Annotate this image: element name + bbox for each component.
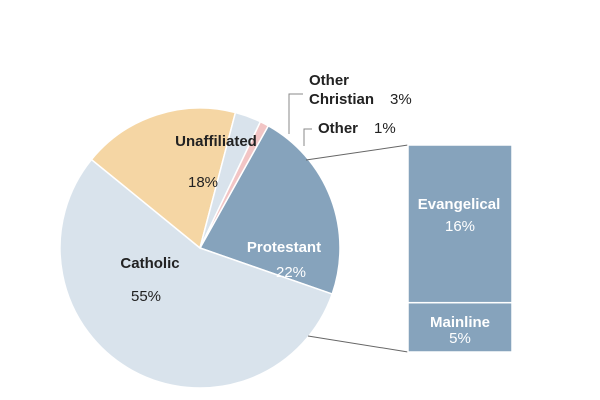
pie-slices [59, 107, 341, 389]
breakdown-connector-top [305, 144, 409, 161]
slice-value-catholic: 55% [131, 288, 161, 305]
pie-slice-catholic [59, 158, 334, 389]
breakdown-value-mainline: 5% [449, 330, 471, 347]
other-christian-leader-line [288, 93, 303, 134]
slice-label-protestant: Protestant [247, 239, 321, 256]
label-other-christian-line1: Other [309, 72, 349, 89]
breakdown-label-evangelical: Evangelical [418, 196, 501, 213]
breakdown-segment-mainline [407, 301, 513, 353]
slice-value-unaffiliated: 18% [188, 174, 218, 191]
pie-slice-other [199, 120, 270, 249]
slice-value-protestant: 22% [276, 264, 306, 281]
label-other-value: 1% [374, 120, 396, 137]
breakdown-label-mainline: Mainline [430, 314, 490, 331]
slice-label-unaffiliated: Unaffiliated [175, 133, 257, 150]
other-leader-line [303, 128, 312, 146]
pie-slice-protestant [198, 124, 341, 295]
breakdown-connector-bottom [307, 335, 409, 353]
label-other-christian-value: 3% [390, 91, 412, 108]
breakdown-bar [407, 144, 513, 353]
leader-lines [288, 93, 409, 353]
slice-label-catholic: Catholic [120, 255, 179, 272]
label-other-christian-line2: Christian [309, 91, 374, 108]
label-other: Other [318, 120, 358, 137]
breakdown-value-evangelical: 16% [445, 218, 475, 235]
pie-slice-unaffiliated [90, 107, 237, 250]
breakdown-segment-evangelical [407, 144, 513, 304]
